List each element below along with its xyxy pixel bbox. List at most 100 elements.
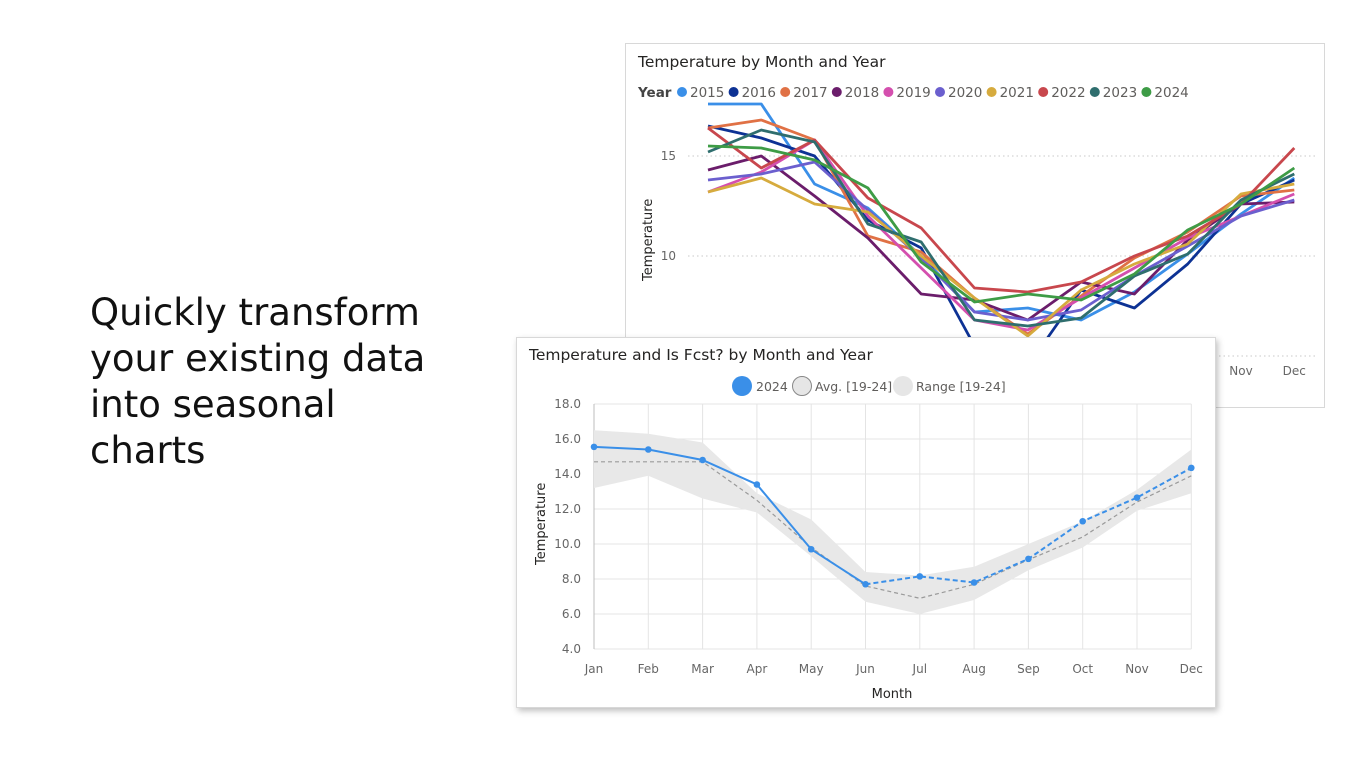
chart1-series-line-2018[interactable] [707, 154, 1295, 322]
legend-marker-2018 [831, 87, 842, 97]
legend-avg-label: Avg. [19-24] [815, 379, 892, 394]
chart2-x-tick-Mar: Mar [691, 662, 714, 676]
chart2-y-tick-18.0: 18.0 [554, 397, 581, 411]
chart2-y-tick-4.0: 4.0 [562, 642, 581, 656]
chart1-y-ticks: 15105 [661, 149, 676, 363]
chart1-series-line-2021[interactable] [707, 176, 1295, 338]
legend-2024-label: 2024 [756, 379, 788, 394]
legend-marker-2021 [986, 87, 997, 97]
legend-marker-2016 [728, 87, 739, 97]
chart2-title: Temperature and Is Fcst? by Month and Ye… [528, 346, 873, 364]
legend-2024-marker [732, 376, 752, 396]
chart2-point-Jan[interactable] [590, 443, 598, 451]
chart2-x-tick-Apr: Apr [747, 662, 768, 676]
chart1-legend-item-2021[interactable]: 2021 [986, 85, 1034, 101]
chart1-y-tick-10: 10 [661, 249, 676, 263]
chart2-point-Feb[interactable] [645, 446, 652, 453]
legend-marker-2023 [1089, 87, 1100, 97]
chart2-point-Jul[interactable] [916, 573, 924, 580]
chart2-y-tick-16.0: 16.0 [554, 432, 581, 446]
chart1-series-line-2023[interactable] [707, 128, 1295, 328]
chart2-series-2024[interactable] [590, 443, 1195, 588]
chart2-y-tick-8.0: 8.0 [562, 572, 581, 586]
legend-marker-2015 [677, 87, 687, 97]
chart2-x-tick-Sep: Sep [1017, 662, 1040, 676]
headline-line-1: Quickly transform [90, 291, 420, 334]
chart1-series-line-2024[interactable] [707, 144, 1296, 304]
legend-label-2023: 2023 [1103, 85, 1137, 101]
chart1-svg: Temperature by Month and Year Year 2015 2… [637, 53, 1316, 378]
chart2-point-Sep[interactable] [1025, 555, 1032, 563]
legend-label-2024: 2024 [1154, 85, 1188, 101]
chart2-point-Dec[interactable] [1188, 464, 1195, 472]
chart1-legend-item-2022[interactable]: 2022 [1038, 85, 1086, 101]
chart1-title: Temperature by Month and Year [637, 53, 886, 71]
headline: Quickly transform your existing data int… [90, 290, 470, 474]
chart2-point-Oct[interactable] [1079, 517, 1086, 525]
chart2-point-Aug[interactable] [970, 579, 978, 586]
chart2-point-May[interactable] [807, 545, 815, 553]
legend-range-marker [893, 376, 913, 396]
legend-marker-2022 [1038, 87, 1049, 97]
chart1-legend-item-2018[interactable]: 2018 [831, 85, 879, 101]
chart1-x-tick-Nov: Nov [1229, 364, 1252, 378]
legend-marker-2017 [780, 87, 791, 97]
legend-label-2019: 2019 [896, 85, 930, 101]
chart2-x-tick-Jul: Jul [912, 662, 927, 676]
chart2-x-tick-Aug: Aug [962, 662, 985, 676]
chart1-legend-title: Year [637, 85, 672, 101]
chart1-legend-item-2023[interactable]: 2023 [1089, 85, 1137, 101]
chart-temperature-forecast[interactable]: Temperature and Is Fcst? by Month and Ye… [516, 337, 1216, 708]
legend-label-2020: 2020 [948, 85, 982, 101]
chart2-x-tick-Dec: Dec [1180, 662, 1203, 676]
chart2-x-tick-Nov: Nov [1125, 662, 1148, 676]
chart1-x-ticks: Nov Dec [1229, 364, 1306, 378]
chart2-x-tick-May: May [799, 662, 824, 676]
chart2-range-area [594, 430, 1192, 614]
legend-avg-marker [792, 376, 812, 396]
chart2-point-Mar[interactable] [699, 456, 706, 464]
chart1-legend[interactable]: 2015 2016 2017 2018 2019 2020 2021 2022 2023 2024 [677, 85, 1189, 101]
headline-line-4: charts [90, 429, 206, 472]
chart2-y-axis-label: Temperature [534, 483, 549, 566]
chart2-point-Jun[interactable] [862, 580, 869, 588]
chart2-y-tick-6.0: 6.0 [562, 607, 581, 621]
chart2-legend[interactable]: 2024 Avg. [19-24] Range [19-24] [732, 376, 1006, 396]
chart2-x-tick-Oct: Oct [1072, 662, 1093, 676]
chart2-point-Apr[interactable] [753, 481, 761, 488]
legend-label-2022: 2022 [1051, 85, 1085, 101]
chart1-x-tick-Dec: Dec [1283, 364, 1306, 378]
legend-label-2017: 2017 [793, 85, 827, 101]
chart2-y-tick-12.0: 12.0 [554, 502, 581, 516]
chart2-x-axis-label: Month [872, 687, 913, 702]
chart1-legend-item-2020[interactable]: 2020 [935, 85, 982, 101]
chart1-series[interactable] [707, 102, 1296, 368]
legend-marker-2019 [883, 87, 894, 97]
chart1-y-axis-label: Temperature [641, 199, 656, 282]
chart1-series-line-2022[interactable] [707, 126, 1296, 294]
legend-label-2021: 2021 [1000, 85, 1034, 101]
chart1-legend-item-2017[interactable]: 2017 [780, 85, 828, 101]
chart1-legend-item-2024[interactable]: 2024 [1141, 85, 1189, 101]
chart1-legend-item-2016[interactable]: 2016 [728, 85, 776, 101]
chart1-legend-item-2015[interactable]: 2015 [677, 85, 724, 101]
legend-label-2015: 2015 [690, 85, 724, 101]
chart1-y-tick-15: 15 [661, 149, 676, 163]
legend-label-2018: 2018 [845, 85, 879, 101]
chart2-2024-actual-line[interactable] [593, 445, 867, 586]
legend-marker-2024 [1141, 87, 1152, 97]
chart1-legend-item-2019[interactable]: 2019 [883, 85, 931, 101]
chart2-x-ticks: Jan Feb Mar Apr May Jun Jul Aug Sep Oct Nov Dec [584, 662, 1203, 676]
chart2-avg-line [594, 461, 1192, 599]
legend-label-2016: 2016 [742, 85, 776, 101]
chart2-point-Nov[interactable] [1133, 494, 1141, 501]
chart2-y-tick-14.0: 14.0 [554, 467, 581, 481]
chart2-x-tick-Feb: Feb [638, 662, 659, 676]
chart2-range-band [594, 430, 1192, 614]
headline-line-2: your existing data [90, 337, 426, 380]
chart2-avg-polyline [594, 461, 1192, 599]
chart1-series-line-2016[interactable] [707, 124, 1295, 368]
chart2-y-tick-10.0: 10.0 [554, 537, 581, 551]
chart2-x-tick-Jan: Jan [584, 662, 604, 676]
headline-line-3: into seasonal [90, 383, 336, 426]
